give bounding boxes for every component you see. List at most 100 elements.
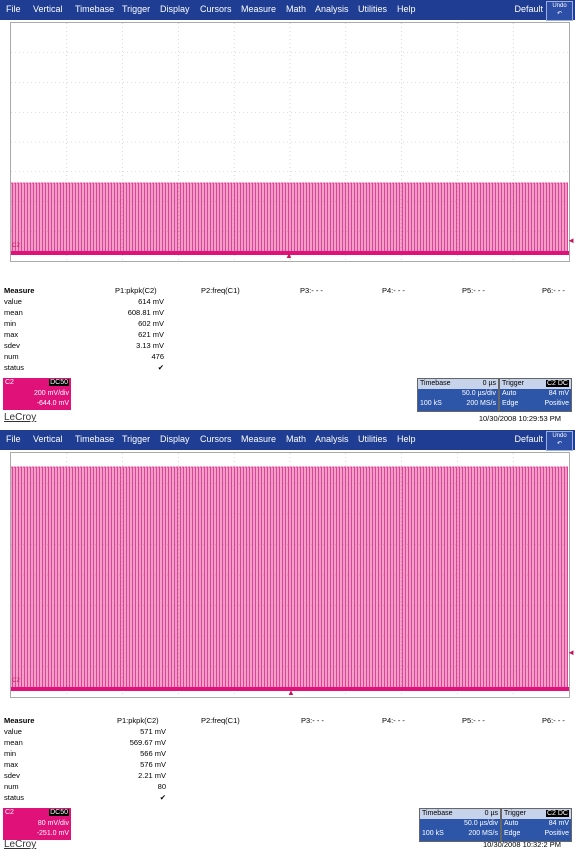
row-label: num: [4, 782, 19, 791]
channel-descriptor-c2[interactable]: C2 DC50 200 mV/div -644.0 mV: [3, 378, 71, 410]
undo-button[interactable]: Undo ↶: [546, 431, 573, 451]
channel-marker-c2: C2: [12, 678, 20, 684]
row-label: status: [4, 793, 25, 802]
trigger-descriptor[interactable]: Trigger C2 DC Auto 84 mV Edge Positive: [501, 808, 572, 842]
timebase-title: Timebase: [422, 810, 453, 817]
row-value: 608.81 mV: [127, 308, 164, 317]
timestamp: 10/30/2008 10:29:53 PM: [478, 414, 561, 423]
undo-icon: ↶: [556, 441, 563, 447]
menu-timebase[interactable]: Timebase: [75, 434, 115, 444]
trigger-type: Edge: [504, 830, 521, 837]
menu-trigger[interactable]: Trigger: [122, 4, 151, 14]
row-label: max: [4, 760, 19, 769]
trigger-level-icon: ◄: [567, 236, 575, 245]
param-p3[interactable]: P3:- - -: [301, 716, 324, 725]
trigger-mode: Auto: [504, 820, 519, 827]
menu-display[interactable]: Display: [160, 4, 190, 14]
param-p2[interactable]: P2:freq(C1): [201, 716, 240, 725]
row-label: mean: [4, 738, 23, 747]
menu-file[interactable]: File: [6, 434, 21, 444]
undo-icon: ↶: [556, 11, 563, 17]
menu-vertical[interactable]: Vertical: [33, 4, 63, 14]
trigger-type: Edge: [502, 400, 519, 407]
trigger-descriptor[interactable]: Trigger C2 DC Auto 84 mV Edge Positive: [499, 378, 572, 412]
param-p5[interactable]: P5:- - -: [462, 286, 485, 295]
trigger-level-icon: ◄: [567, 648, 575, 657]
menu-help[interactable]: Help: [397, 434, 416, 444]
measure-title: Measure: [4, 716, 35, 725]
row-label: min: [4, 749, 17, 758]
param-p1[interactable]: P1:pkpk(C2): [117, 716, 159, 725]
sample-count: 100 kS: [422, 830, 444, 837]
waveform-grid[interactable]: C2 ▲: [10, 452, 570, 698]
offset-value: -251.0 mV: [36, 830, 69, 837]
trace-path: [11, 466, 568, 690]
waveform-svg: [11, 23, 569, 261]
menu-analysis[interactable]: Analysis: [315, 434, 349, 444]
waveform-grid[interactable]: C2 ▲: [10, 22, 570, 262]
param-p1[interactable]: P1:pkpk(C2): [115, 286, 157, 295]
row-label: num: [4, 352, 19, 361]
row-label: max: [4, 330, 19, 339]
time-per-div: 50.0 µs/div: [462, 390, 496, 397]
row-label: value: [4, 727, 22, 736]
timebase-delay: 0 µs: [484, 810, 498, 817]
menu-analysis[interactable]: Analysis: [315, 4, 349, 14]
param-p6[interactable]: P6:- - -: [542, 286, 565, 295]
param-p5[interactable]: P5:- - -: [462, 716, 485, 725]
menu-cursors[interactable]: Cursors: [200, 4, 232, 14]
menu-measure[interactable]: Measure: [241, 4, 277, 14]
menu-math[interactable]: Math: [286, 434, 307, 444]
trace-c2: [11, 466, 569, 691]
row-value: 476: [151, 352, 164, 361]
row-value: 2.21 mV: [138, 771, 166, 780]
param-p4[interactable]: P4:- - -: [382, 716, 405, 725]
param-p4[interactable]: P4:- - -: [382, 286, 405, 295]
default-setup-button[interactable]: Default: [514, 434, 543, 444]
volts-per-div: 200 mV/div: [33, 390, 69, 397]
menu-math[interactable]: Math: [286, 4, 307, 14]
menu-measure[interactable]: Measure: [241, 434, 277, 444]
scope-screen-1: File Vertical Timebase Trigger Display C…: [0, 0, 575, 423]
trace-baseline: [11, 687, 569, 691]
lecroy-logo: LeCroy: [4, 412, 37, 423]
row-label: mean: [4, 308, 23, 317]
row-label: value: [4, 297, 22, 306]
status-check-icon: ✔: [159, 793, 166, 802]
trigger-slope: Positive: [544, 830, 569, 837]
menu-file[interactable]: File: [6, 4, 21, 14]
row-value: 576 mV: [140, 760, 166, 769]
param-p6[interactable]: P6:- - -: [542, 716, 565, 725]
undo-button[interactable]: Undo ↶: [546, 1, 573, 21]
menu-timebase[interactable]: Timebase: [75, 4, 115, 14]
sample-rate: 200 MS/s: [468, 830, 498, 837]
timebase-descriptor[interactable]: Timebase 0 µs 50.0 µs/div 100 kS 200 MS/s: [419, 808, 501, 842]
channel-descriptor-c2[interactable]: C2 DC50 80 mV/div -251.0 mV: [3, 808, 71, 840]
undo-label: Undo: [552, 433, 567, 439]
row-value: 614 mV: [138, 297, 164, 306]
channel-marker-c2: C2: [12, 243, 20, 249]
trigger-mode: Auto: [502, 390, 517, 397]
row-value: 571 mV: [140, 727, 166, 736]
timebase-descriptor[interactable]: Timebase 0 µs 50.0 µs/div 100 kS 200 MS/s: [417, 378, 499, 412]
channel-name: C2: [5, 809, 14, 816]
timestamp: 10/30/2008 10:32:2 PM: [483, 840, 561, 849]
menu-help[interactable]: Help: [397, 4, 416, 14]
menu-display[interactable]: Display: [160, 434, 190, 444]
param-p3[interactable]: P3:- - -: [300, 286, 323, 295]
trigger-level: 84 mV: [548, 390, 569, 397]
row-label: sdev: [4, 341, 20, 350]
menu-vertical[interactable]: Vertical: [33, 434, 63, 444]
param-p2[interactable]: P2:freq(C1): [201, 286, 240, 295]
menu-trigger[interactable]: Trigger: [122, 434, 151, 444]
measure-title: Measure: [4, 286, 35, 295]
default-setup-button[interactable]: Default: [514, 4, 543, 14]
row-value: 566 mV: [140, 749, 166, 758]
trigger-level: 84 mV: [548, 820, 569, 827]
trigger-title: Trigger: [502, 380, 524, 387]
trace-baseline: [11, 251, 569, 255]
menu-cursors[interactable]: Cursors: [200, 434, 232, 444]
menu-utilities[interactable]: Utilities: [358, 434, 388, 444]
menu-utilities[interactable]: Utilities: [358, 4, 388, 14]
lecroy-logo: LeCroy: [4, 839, 37, 850]
